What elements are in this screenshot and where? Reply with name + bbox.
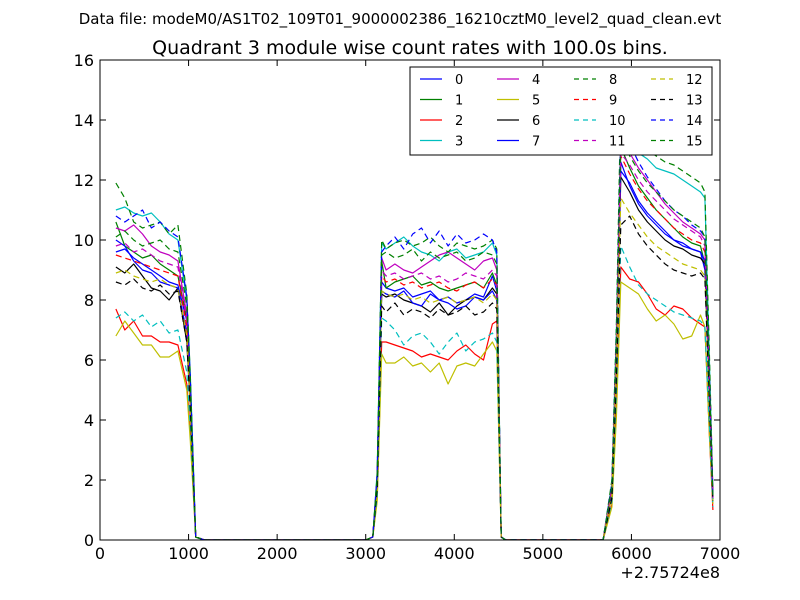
legend-label-2: 2 bbox=[455, 114, 463, 129]
legend-label-7: 7 bbox=[532, 135, 540, 150]
series-layer bbox=[115, 98, 714, 540]
legend-label-1: 1 bbox=[455, 94, 463, 109]
x-tick-label: 4000 bbox=[434, 544, 475, 563]
legend-label-10: 10 bbox=[609, 114, 626, 129]
x-tick-label: 6000 bbox=[611, 544, 652, 563]
series-line-10 bbox=[115, 245, 714, 540]
x-offset-label: +2.75724e8 bbox=[620, 563, 720, 582]
series-line-11 bbox=[115, 152, 714, 540]
legend-label-12: 12 bbox=[686, 73, 703, 88]
x-tick-label: 1000 bbox=[168, 544, 209, 563]
series-line-15 bbox=[115, 137, 714, 540]
legend-label-5: 5 bbox=[532, 94, 540, 109]
series-line-9 bbox=[115, 155, 714, 540]
series-line-4 bbox=[115, 134, 714, 540]
series-line-1 bbox=[115, 146, 714, 540]
x-tick-label: 7000 bbox=[700, 544, 741, 563]
legend-label-6: 6 bbox=[532, 114, 540, 129]
y-tick-label: 10 bbox=[74, 231, 94, 250]
legend-label-4: 4 bbox=[532, 73, 540, 88]
series-line-14 bbox=[115, 125, 714, 540]
y-tick-label: 0 bbox=[84, 531, 94, 550]
legend-label-3: 3 bbox=[455, 135, 463, 150]
legend-label-14: 14 bbox=[686, 114, 703, 129]
x-tick-label: 2000 bbox=[257, 544, 298, 563]
plot-frame bbox=[99, 59, 721, 541]
series-line-5 bbox=[115, 281, 714, 540]
series-line-0 bbox=[115, 161, 714, 540]
legend-label-13: 13 bbox=[686, 94, 703, 109]
y-tick-label: 6 bbox=[84, 351, 94, 370]
legend-label-8: 8 bbox=[609, 73, 617, 88]
series-line-7 bbox=[115, 170, 714, 540]
y-tick-label: 8 bbox=[84, 291, 94, 310]
x-tick-label: 0 bbox=[95, 544, 105, 563]
series-line-3 bbox=[115, 131, 714, 540]
y-tick-label: 2 bbox=[84, 471, 94, 490]
legend-label-15: 15 bbox=[686, 135, 703, 150]
y-tick-label: 16 bbox=[74, 51, 94, 70]
series-line-12 bbox=[115, 197, 714, 540]
chart-title: Quadrant 3 module wise count rates with … bbox=[152, 37, 668, 59]
legend-label-11: 11 bbox=[609, 135, 626, 150]
series-line-6 bbox=[115, 176, 714, 540]
y-tick-label: 14 bbox=[74, 111, 94, 130]
x-tick-label: 3000 bbox=[345, 544, 386, 563]
chart-suptitle: Data file: modeM0/AS1T02_109T01_90000023… bbox=[79, 10, 722, 29]
series-line-13 bbox=[115, 215, 714, 540]
series-line-2 bbox=[115, 266, 714, 540]
legend-label-0: 0 bbox=[455, 73, 463, 88]
y-tick-label: 4 bbox=[84, 411, 94, 430]
y-tick-label: 12 bbox=[74, 171, 94, 190]
x-tick-label: 5000 bbox=[522, 544, 563, 563]
legend-label-9: 9 bbox=[609, 94, 617, 109]
series-line-8 bbox=[115, 98, 714, 540]
axes-layer: 0 1000 2000 3000 4000 5000 6000 700002468101214… bbox=[74, 51, 741, 563]
